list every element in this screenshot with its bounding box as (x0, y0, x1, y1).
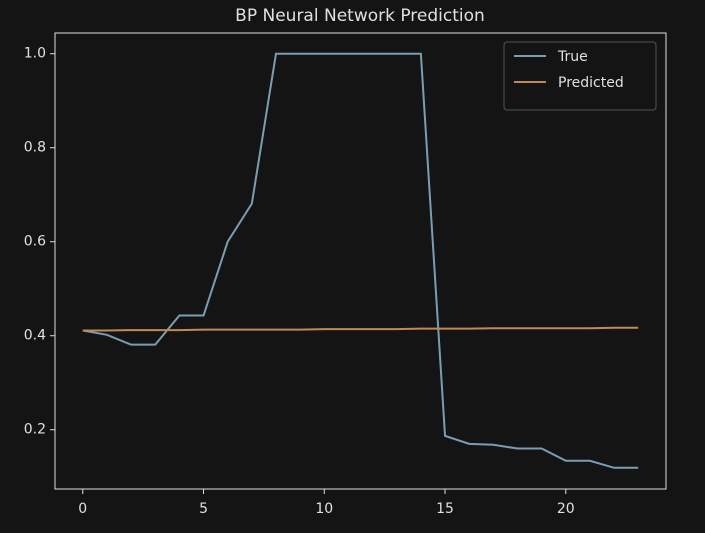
y-tick-label: 0.2 (24, 422, 46, 438)
chart-title: BP Neural Network Prediction (235, 6, 485, 26)
legend-box (503, 41, 657, 111)
x-tick-label: 5 (199, 501, 208, 517)
legend-label: True (557, 49, 588, 65)
y-tick-label: 1.0 (24, 46, 46, 62)
x-tick-label: 0 (78, 501, 87, 517)
y-tick-label: 0.8 (24, 140, 46, 156)
y-tick-label: 0.4 (24, 328, 46, 344)
y-tick-label: 0.6 (24, 234, 46, 250)
legend-label: Predicted (558, 75, 624, 91)
data-line (82, 52, 639, 469)
x-tick-label: 10 (315, 501, 333, 517)
plot-frame (54, 32, 667, 490)
x-tick-label: 20 (557, 501, 575, 517)
x-tick-label: 15 (436, 501, 454, 517)
data-line (82, 326, 639, 332)
